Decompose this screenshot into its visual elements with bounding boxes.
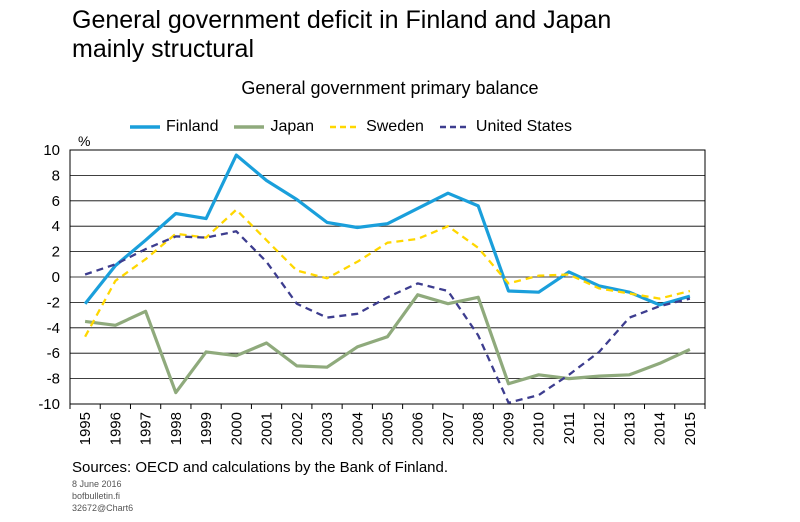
series-line-united-states <box>84 230 691 404</box>
y-tick-label: 8 <box>52 167 60 184</box>
x-tick-label: 2002 <box>289 412 306 445</box>
x-tick-label: 2011 <box>561 412 578 444</box>
y-tick-label: -8 <box>47 371 60 388</box>
y-axis-unit-label: % <box>78 133 91 149</box>
series-line-sweden <box>84 208 691 338</box>
x-tick-label: 1997 <box>138 412 155 445</box>
series-line-japan <box>84 293 691 395</box>
legend-swatch-finland <box>130 125 160 129</box>
y-tick-label: 0 <box>52 269 60 286</box>
legend-label-sweden: Sweden <box>366 118 424 135</box>
y-tick-label: 4 <box>52 218 60 235</box>
x-tick-label: 2007 <box>440 412 457 445</box>
y-tick-label: -4 <box>47 320 60 337</box>
x-tick-label: 2010 <box>531 412 548 445</box>
x-tick-label: 2009 <box>500 412 517 445</box>
y-tick-label: 2 <box>52 244 60 261</box>
x-tick-label: 2003 <box>319 412 336 445</box>
y-tick-label: 10 <box>43 142 60 159</box>
legend: Finland Japan Sweden United States <box>130 117 588 137</box>
series-line-finland <box>83 153 691 307</box>
y-tick-label: -10 <box>38 396 60 413</box>
legend-item-sweden: Sweden <box>330 118 424 136</box>
x-tick-label: 2001 <box>259 412 276 445</box>
legend-swatch-united-states <box>439 125 470 129</box>
x-tick-label: 1996 <box>107 412 124 445</box>
y-tick-label: 6 <box>52 193 60 210</box>
x-tick-label: 1995 <box>77 412 94 445</box>
x-tick-label: 2008 <box>470 412 487 445</box>
x-tick-label: 2013 <box>621 412 638 445</box>
legend-item-united-states: United States <box>439 118 572 136</box>
x-tick-label: 2014 <box>652 412 669 445</box>
legend-item-japan: Japan <box>234 118 314 136</box>
legend-label-finland: Finland <box>166 118 219 135</box>
chart-subtitle: General government primary balance <box>241 78 539 98</box>
x-tick-label: 2005 <box>380 412 397 445</box>
chart-title: General government deficit in Finland an… <box>72 6 712 64</box>
x-tick-label: 2004 <box>349 412 366 445</box>
legend-label-japan: Japan <box>270 118 315 135</box>
legend-label-united-states: United States <box>475 118 572 135</box>
x-tick-label: 2000 <box>228 412 245 445</box>
y-tick-label: -2 <box>47 294 60 311</box>
chart-code: 32672@Chart6 <box>72 503 134 513</box>
y-tick-label: -6 <box>47 345 60 362</box>
legend-item-finland: Finland <box>130 118 218 136</box>
chart-title-line-1: General government deficit in Finland an… <box>72 6 612 34</box>
x-tick-label: 1998 <box>168 412 185 445</box>
x-tick-label: 2012 <box>591 412 608 445</box>
x-tick-label: 2006 <box>410 412 427 445</box>
x-tick-label: 2015 <box>682 412 699 445</box>
sources-note: Sources: OECD and calculations by the Ba… <box>72 459 449 476</box>
plot-area <box>69 149 706 405</box>
legend-swatch-sweden <box>330 125 361 129</box>
x-tick-label: 1999 <box>198 412 215 445</box>
chart-title-line-2: mainly structural <box>72 35 254 63</box>
site-name: bofbulletin.fi <box>72 491 121 501</box>
publication-date: 8 June 2016 <box>72 479 122 489</box>
legend-swatch-japan <box>234 125 265 129</box>
